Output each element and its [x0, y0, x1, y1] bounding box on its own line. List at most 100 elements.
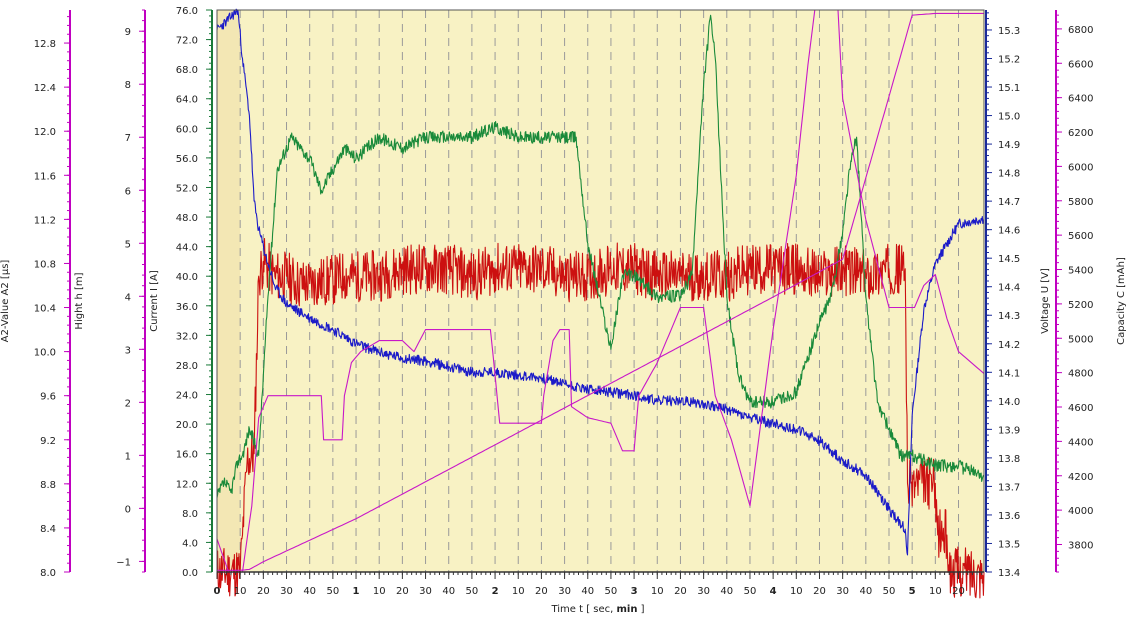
y-tick-label-capacity: 4200 [1068, 472, 1093, 483]
y-tick-label-capacity: 5800 [1068, 197, 1093, 208]
y-tick-label-current: 52.0 [176, 183, 198, 194]
x-tick-label: 50 [326, 586, 339, 597]
y-tick-label-a2: 12.8 [34, 39, 56, 50]
x-tick-label: 50 [466, 586, 479, 597]
y-tick-label-voltage: 13.6 [998, 511, 1020, 522]
y-tick-label-capacity: 4400 [1068, 437, 1093, 448]
series-line-capacity [217, 12, 984, 571]
x-tick-label: 30 [836, 586, 849, 597]
y-tick-label-hight: 0 [125, 504, 131, 515]
y-tick-label-capacity: 4000 [1068, 506, 1093, 517]
x-tick-label: 20 [952, 586, 965, 597]
y-tick-label-current: 24.0 [176, 391, 198, 402]
y-tick-label-voltage: 14.1 [998, 368, 1020, 379]
x-tick-label: 3 [631, 586, 638, 597]
y-tick-label-voltage: 13.5 [998, 539, 1020, 550]
y-tick-label-hight: 4 [125, 292, 131, 303]
x-tick-label: 10 [512, 586, 525, 597]
y-tick-label-current: 76.0 [176, 6, 198, 17]
x-tick-label: 40 [720, 586, 733, 597]
y-tick-label-voltage: 14.0 [998, 397, 1020, 408]
y-tick-label-a2: 8.8 [40, 480, 56, 491]
series-line-current [216, 237, 985, 599]
y-tick-label-a2: 9.6 [40, 392, 56, 403]
y-tick-label-capacity: 5000 [1068, 334, 1093, 345]
y-tick-label-voltage: 14.4 [998, 283, 1020, 294]
x-tick-label: 10 [234, 586, 247, 597]
y-tick-label-voltage: 14.2 [998, 340, 1020, 351]
y-tick-label-a2: 8.4 [40, 524, 56, 535]
y-tick-label-current: 8.0 [182, 509, 198, 520]
y-tick-label-voltage: 14.8 [998, 169, 1020, 180]
x-tick-label: 40 [859, 586, 872, 597]
y-tick-label-voltage: 14.5 [998, 254, 1020, 265]
x-tick-label: 10 [651, 586, 664, 597]
y-tick-label-voltage: 13.9 [998, 425, 1020, 436]
y-tick-label-current: 56.0 [176, 154, 198, 165]
y-tick-label-hight: 7 [125, 133, 131, 144]
y-tick-label-capacity: 5200 [1068, 300, 1093, 311]
y-tick-label-hight: 2 [125, 398, 131, 409]
y-tick-label-current: 40.0 [176, 272, 198, 283]
y-tick-label-current: 48.0 [176, 213, 198, 224]
y-axis-label-hight: Hight h [m] [74, 272, 85, 329]
y-tick-label-voltage: 13.4 [998, 568, 1020, 579]
y-tick-label-capacity: 5400 [1068, 266, 1093, 277]
y-tick-label-hight: 9 [125, 27, 131, 38]
y-tick-label-current: 32.0 [176, 331, 198, 342]
y-tick-label-current: 64.0 [176, 95, 198, 106]
x-tick-label: 40 [581, 586, 594, 597]
y-tick-label-hight: 6 [125, 186, 131, 197]
y-tick-label-voltage: 13.8 [998, 454, 1020, 465]
y-tick-label-hight: 3 [125, 345, 131, 356]
y-tick-label-capacity: 4600 [1068, 403, 1093, 414]
x-tick-label: 1 [353, 586, 360, 597]
y-tick-label-a2: 8.0 [40, 568, 56, 579]
y-tick-label-capacity: 6000 [1068, 162, 1093, 173]
series-line-hight [216, 14, 985, 498]
x-axis: 0 10 20 30 40 50 1 10 20 30 40 50 2 10 20 30 40 50 3 10 20 30… [214, 571, 984, 597]
x-tick-label: 20 [813, 586, 826, 597]
y-tick-label-hight: 5 [125, 239, 131, 250]
y-tick-label-voltage: 14.6 [998, 226, 1020, 237]
y-tick-label-current: 36.0 [176, 302, 198, 313]
y-tick-label-voltage: 15.0 [998, 112, 1020, 123]
y-tick-label-current: 4.0 [182, 538, 198, 549]
y-tick-label-current: 60.0 [176, 124, 198, 135]
y-tick-label-current: 28.0 [176, 361, 198, 372]
y-tick-label-voltage: 15.1 [998, 83, 1020, 94]
y-tick-label-a2: 10.4 [34, 304, 56, 315]
y-tick-label-capacity: 3800 [1068, 541, 1093, 552]
x-tick-label: 10 [929, 586, 942, 597]
y-tick-label-voltage: 14.3 [998, 311, 1020, 322]
y-tick-label-capacity: 6400 [1068, 94, 1093, 105]
y-tick-label-capacity: 4800 [1068, 369, 1093, 380]
x-tick-label: 10 [373, 586, 386, 597]
y-tick-label-capacity: 6600 [1068, 59, 1093, 70]
y-tick-label-current: 16.0 [176, 450, 198, 461]
y-tick-label-voltage: 14.7 [998, 197, 1020, 208]
plot-shade [217, 10, 241, 572]
series-layer [216, 8, 985, 599]
x-tick-label: 30 [697, 586, 710, 597]
x-tick-label: 20 [396, 586, 409, 597]
y-tick-label-current: 12.0 [176, 479, 198, 490]
y-tick-label-capacity: 5600 [1068, 231, 1093, 242]
y-tick-label-a2: 10.8 [34, 259, 56, 270]
y-tick-label-voltage: 13.7 [998, 482, 1020, 493]
y-tick-label-voltage: 15.2 [998, 54, 1020, 65]
y-axis-label-voltage: Voltage U [V] [1040, 268, 1051, 334]
x-tick-label: 30 [419, 586, 432, 597]
x-tick-label: 2 [492, 586, 499, 597]
x-tick-label: 50 [883, 586, 896, 597]
x-tick-label: 0 [214, 586, 221, 597]
y-tick-label-current: 20.0 [176, 420, 198, 431]
x-tick-label: 30 [558, 586, 571, 597]
y-tick-label-hight: 8 [125, 80, 131, 91]
x-axis-label: Time t [ sec, min ] [550, 604, 644, 615]
y-tick-label-voltage: 15.3 [998, 26, 1020, 37]
x-tick-label: 20 [535, 586, 548, 597]
y-tick-label-a2: 9.2 [40, 436, 56, 447]
y-tick-label-a2: 12.4 [34, 83, 56, 94]
y-axis-label-current: Current I [A] [149, 270, 160, 332]
